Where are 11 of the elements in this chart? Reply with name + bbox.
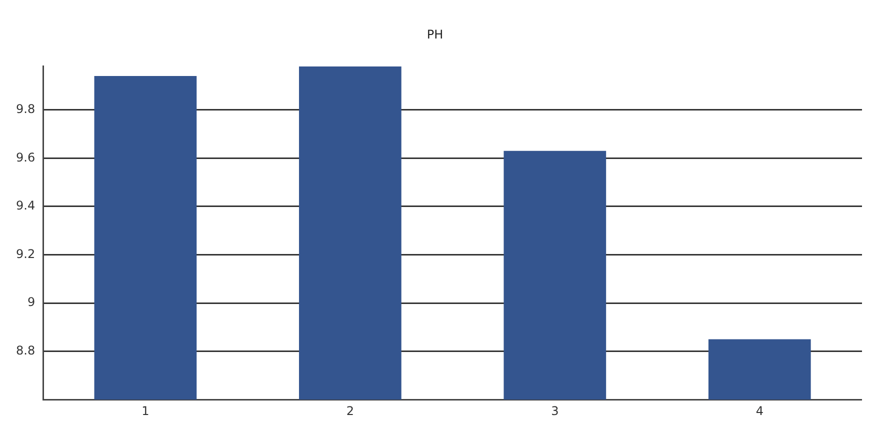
x-tick-label: 4 (756, 404, 764, 418)
y-tick-label: 9.6 (16, 150, 36, 164)
chart-title: PH (426, 27, 444, 42)
y-tick-label: 9 (27, 295, 36, 310)
x-tick-label: 1 (142, 404, 150, 418)
x-tick-label: 3 (551, 404, 559, 418)
y-tick-label: 9.2 (16, 246, 36, 261)
y-tick-label: 9.4 (16, 198, 36, 213)
x-tick-label: 2 (346, 404, 354, 418)
y-tick-label: 8.8 (16, 343, 36, 358)
y-tick-label: 9.8 (16, 102, 36, 116)
